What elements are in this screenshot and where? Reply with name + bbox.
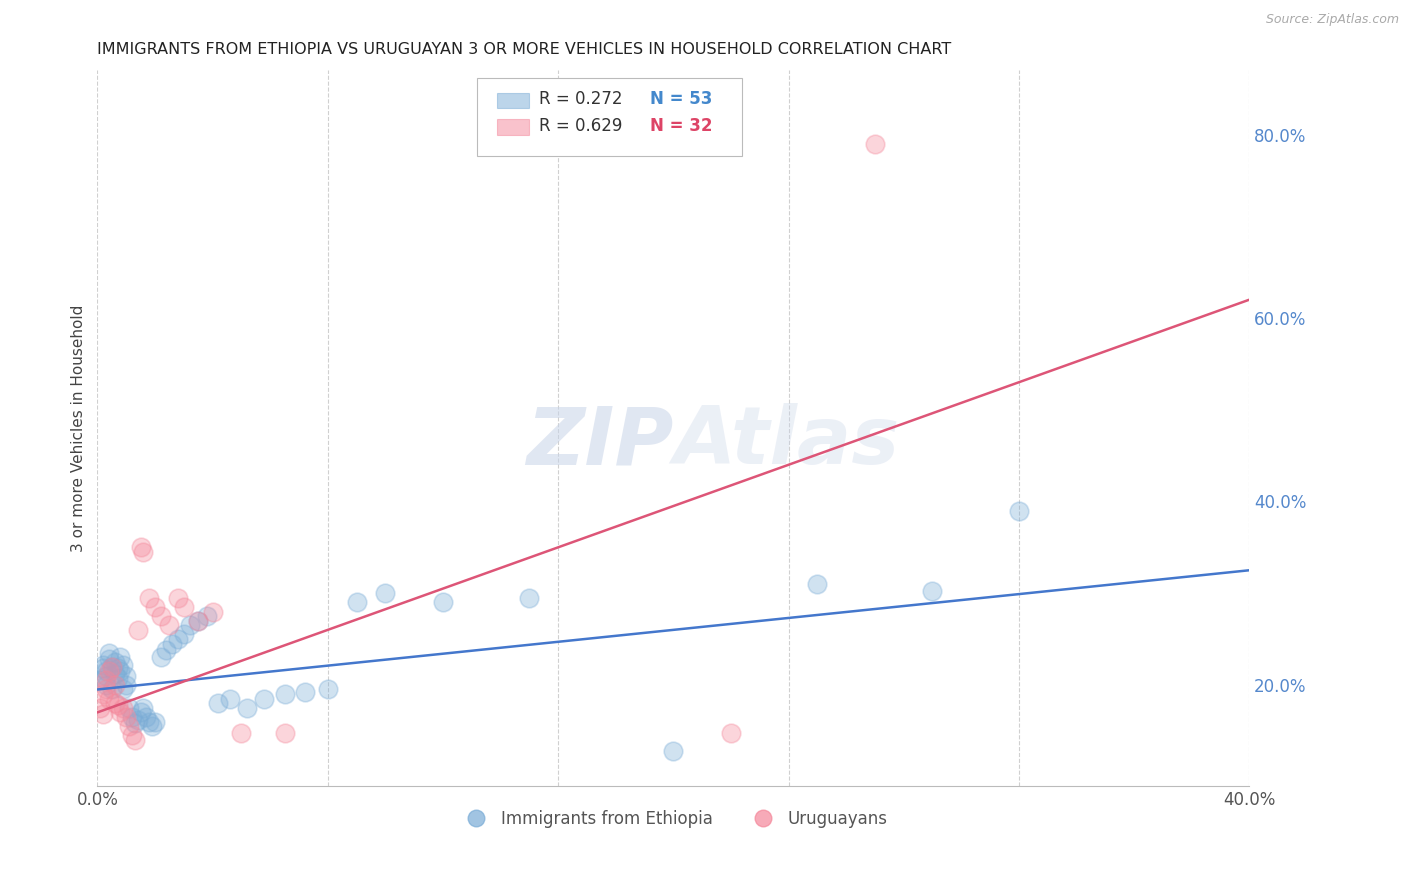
Point <box>143 714 166 729</box>
Point <box>94 673 117 688</box>
Point <box>115 678 138 692</box>
Point <box>135 710 157 724</box>
Point <box>104 696 127 710</box>
Point <box>138 714 160 729</box>
Point <box>127 623 149 637</box>
Point <box>273 725 295 739</box>
Point <box>124 733 146 747</box>
Point <box>218 691 240 706</box>
Point <box>112 701 135 715</box>
Point <box>112 682 135 697</box>
Point <box>863 136 886 151</box>
Point <box>195 609 218 624</box>
Point <box>89 673 111 688</box>
Point <box>100 659 122 673</box>
Point <box>104 678 127 692</box>
Point <box>127 713 149 727</box>
Text: N = 32: N = 32 <box>651 117 713 135</box>
Point <box>118 701 141 715</box>
Point <box>121 710 143 724</box>
Point <box>149 650 172 665</box>
Point <box>187 614 209 628</box>
Bar <box>498 119 529 135</box>
Point <box>121 728 143 742</box>
Point <box>921 584 943 599</box>
Point <box>1008 503 1031 517</box>
Point <box>167 632 190 646</box>
Point <box>91 707 114 722</box>
Point <box>110 650 132 665</box>
Point <box>115 710 138 724</box>
Point <box>141 719 163 733</box>
Point <box>517 591 540 605</box>
Point <box>173 599 195 614</box>
Point <box>374 586 396 600</box>
Point <box>94 682 117 697</box>
Point <box>97 664 120 678</box>
Point <box>110 664 132 678</box>
Point <box>104 666 127 681</box>
Text: N = 53: N = 53 <box>651 90 713 108</box>
Point <box>89 701 111 715</box>
Point <box>806 577 828 591</box>
Point <box>155 643 177 657</box>
Point <box>179 618 201 632</box>
Point <box>107 661 129 675</box>
Point <box>160 637 183 651</box>
Point <box>346 595 368 609</box>
Point <box>115 669 138 683</box>
Point <box>129 706 152 720</box>
Point <box>94 669 117 683</box>
Point <box>91 687 114 701</box>
Point <box>104 655 127 669</box>
Point <box>100 659 122 673</box>
Text: IMMIGRANTS FROM ETHIOPIA VS URUGUAYAN 3 OR MORE VEHICLES IN HOUSEHOLD CORRELATIO: IMMIGRANTS FROM ETHIOPIA VS URUGUAYAN 3 … <box>97 42 952 57</box>
Point <box>112 657 135 672</box>
Point <box>94 664 117 678</box>
Point <box>107 698 129 712</box>
Point <box>132 701 155 715</box>
Text: R = 0.629: R = 0.629 <box>538 117 621 135</box>
Legend: Immigrants from Ethiopia, Uruguayans: Immigrants from Ethiopia, Uruguayans <box>453 804 894 835</box>
Point <box>157 618 180 632</box>
Point <box>294 685 316 699</box>
Point <box>91 657 114 672</box>
Point <box>132 545 155 559</box>
Point <box>207 696 229 710</box>
Bar <box>498 93 529 108</box>
Point <box>118 719 141 733</box>
Point <box>173 627 195 641</box>
Point <box>97 691 120 706</box>
Point <box>432 595 454 609</box>
Text: R = 0.272: R = 0.272 <box>538 90 621 108</box>
Point <box>110 706 132 720</box>
Point <box>129 541 152 555</box>
FancyBboxPatch shape <box>478 78 742 156</box>
Point <box>167 591 190 605</box>
Point <box>138 591 160 605</box>
Point <box>107 671 129 685</box>
Point <box>316 682 339 697</box>
Point <box>231 725 253 739</box>
Point <box>149 609 172 624</box>
Point <box>94 678 117 692</box>
Point <box>124 716 146 731</box>
Point <box>273 687 295 701</box>
Point <box>720 725 742 739</box>
Point <box>662 744 685 758</box>
Point <box>100 682 122 697</box>
Point <box>97 646 120 660</box>
Point <box>97 652 120 666</box>
Text: ZIP: ZIP <box>526 403 673 482</box>
Text: Atlas: Atlas <box>673 403 900 482</box>
Point <box>236 701 259 715</box>
Text: Source: ZipAtlas.com: Source: ZipAtlas.com <box>1265 13 1399 27</box>
Point <box>201 605 224 619</box>
Point <box>143 599 166 614</box>
Point <box>91 661 114 675</box>
Point <box>187 614 209 628</box>
Point <box>253 691 276 706</box>
Y-axis label: 3 or more Vehicles in Household: 3 or more Vehicles in Household <box>72 304 86 552</box>
